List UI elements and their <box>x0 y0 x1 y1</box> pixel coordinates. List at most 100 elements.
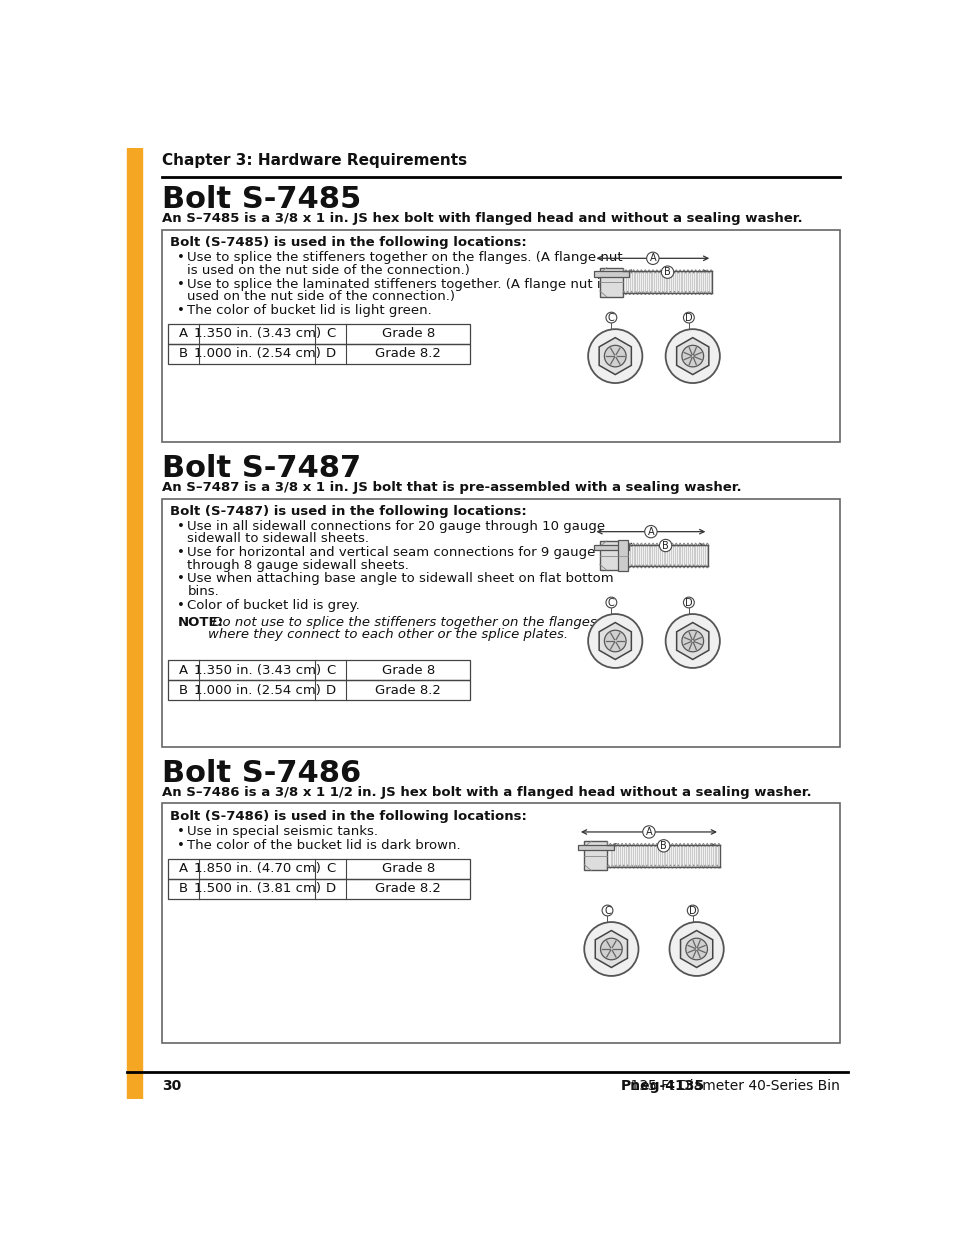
Text: A: A <box>179 663 188 677</box>
Text: •: • <box>177 546 185 559</box>
Text: Bolt (S-7486) is used in the following locations:: Bolt (S-7486) is used in the following l… <box>170 810 526 823</box>
Text: An S–7487 is a 3/8 x 1 in. JS bolt that is pre-assembled with a sealing washer.: An S–7487 is a 3/8 x 1 in. JS bolt that … <box>162 480 740 494</box>
Text: •: • <box>177 573 185 585</box>
Text: Use for horizontal and vertical seam connections for 9 gauge: Use for horizontal and vertical seam con… <box>187 546 596 559</box>
Text: Grade 8.2: Grade 8.2 <box>375 684 441 697</box>
Text: Chapter 3: Hardware Requirements: Chapter 3: Hardware Requirements <box>162 153 467 168</box>
Text: D: D <box>684 598 692 608</box>
Text: is used on the nut side of the connection.): is used on the nut side of the connectio… <box>187 264 470 277</box>
Circle shape <box>686 905 698 916</box>
Text: Grade 8.2: Grade 8.2 <box>375 347 441 361</box>
Bar <box>622 545 707 567</box>
Bar <box>168 324 470 343</box>
Text: D: D <box>325 883 335 895</box>
Bar <box>162 499 840 747</box>
Circle shape <box>604 630 625 652</box>
Text: D: D <box>325 347 335 361</box>
Text: Do not use to splice the stiffeners together on the flanges: Do not use to splice the stiffeners toge… <box>208 615 597 629</box>
Bar <box>593 272 629 277</box>
Text: A: A <box>179 327 188 341</box>
Text: C: C <box>326 663 335 677</box>
Circle shape <box>660 266 673 278</box>
Circle shape <box>665 614 720 668</box>
Circle shape <box>604 346 625 367</box>
Text: B: B <box>179 684 188 697</box>
Circle shape <box>646 252 659 264</box>
Text: C: C <box>607 598 614 608</box>
Circle shape <box>644 526 657 537</box>
Circle shape <box>681 630 703 652</box>
Polygon shape <box>598 622 631 659</box>
Bar <box>593 545 629 550</box>
Bar <box>168 661 470 680</box>
Text: B: B <box>663 267 670 277</box>
Bar <box>583 841 607 871</box>
Text: 135 Ft Diameter 40-Series Bin: 135 Ft Diameter 40-Series Bin <box>625 1079 840 1093</box>
Text: Grade 8: Grade 8 <box>381 862 435 876</box>
Text: B: B <box>661 541 668 551</box>
Polygon shape <box>598 337 631 374</box>
Text: Use to splice the laminated stiffeners together. (A flange nut is: Use to splice the laminated stiffeners t… <box>187 278 607 290</box>
Text: An S–7486 is a 3/8 x 1 1/2 in. JS hex bolt with a flanged head without a sealing: An S–7486 is a 3/8 x 1 1/2 in. JS hex bo… <box>162 785 811 799</box>
Text: 1.000 in. (2.54 cm): 1.000 in. (2.54 cm) <box>193 684 320 697</box>
Polygon shape <box>595 930 627 967</box>
Circle shape <box>642 826 655 839</box>
Bar <box>578 845 613 851</box>
Text: used on the nut side of the connection.): used on the nut side of the connection.) <box>187 290 455 303</box>
Circle shape <box>665 330 720 383</box>
Bar <box>599 268 622 296</box>
Text: A: A <box>645 827 652 837</box>
Circle shape <box>599 939 621 960</box>
Bar <box>162 230 840 442</box>
Text: •: • <box>177 252 185 264</box>
Text: sidewall to sidewall sheets.: sidewall to sidewall sheets. <box>187 532 369 546</box>
Text: The color of the bucket lid is dark brown.: The color of the bucket lid is dark brow… <box>187 839 460 852</box>
Text: Use in special seismic tanks.: Use in special seismic tanks. <box>187 825 378 839</box>
Bar <box>162 804 840 1042</box>
Circle shape <box>681 346 703 367</box>
Text: A: A <box>649 253 656 263</box>
Circle shape <box>605 312 617 324</box>
Text: •: • <box>177 825 185 839</box>
Text: bins.: bins. <box>187 585 219 598</box>
Text: An S–7485 is a 3/8 x 1 in. JS hex bolt with flanged head and without a sealing w: An S–7485 is a 3/8 x 1 in. JS hex bolt w… <box>162 212 801 225</box>
Bar <box>168 343 470 364</box>
Text: Grade 8.2: Grade 8.2 <box>375 883 441 895</box>
Circle shape <box>601 905 612 916</box>
Bar <box>168 879 470 899</box>
Bar <box>127 148 142 1099</box>
Text: B: B <box>659 841 666 851</box>
Text: •: • <box>177 278 185 290</box>
Polygon shape <box>676 622 708 659</box>
Circle shape <box>682 312 694 324</box>
Circle shape <box>583 923 638 976</box>
Text: •: • <box>177 599 185 611</box>
Circle shape <box>659 540 671 552</box>
Polygon shape <box>676 337 708 374</box>
Text: 1.350 in. (3.43 cm): 1.350 in. (3.43 cm) <box>193 327 320 341</box>
Bar <box>168 858 470 879</box>
Text: Bolt (S-7485) is used in the following locations:: Bolt (S-7485) is used in the following l… <box>170 236 526 249</box>
Circle shape <box>685 939 707 960</box>
Text: 1.000 in. (2.54 cm): 1.000 in. (2.54 cm) <box>193 347 320 361</box>
Text: D: D <box>325 684 335 697</box>
Text: Bolt S-7486: Bolt S-7486 <box>162 758 361 788</box>
Text: Use to splice the stiffeners together on the flanges. (A flange nut: Use to splice the stiffeners together on… <box>187 252 622 264</box>
Text: C: C <box>326 862 335 876</box>
Circle shape <box>657 840 669 852</box>
Bar <box>599 541 622 571</box>
Circle shape <box>587 614 641 668</box>
Text: C: C <box>326 327 335 341</box>
Text: 1.500 in. (3.81 cm): 1.500 in. (3.81 cm) <box>193 883 320 895</box>
Circle shape <box>605 597 617 608</box>
Circle shape <box>587 330 641 383</box>
Text: A: A <box>179 862 188 876</box>
Text: C: C <box>607 312 614 322</box>
Polygon shape <box>679 930 712 967</box>
Text: •: • <box>177 839 185 852</box>
Circle shape <box>669 923 723 976</box>
Text: 30: 30 <box>162 1079 181 1093</box>
Bar <box>617 540 628 571</box>
Text: A: A <box>647 526 654 537</box>
Text: 1.850 in. (4.70 cm): 1.850 in. (4.70 cm) <box>193 862 320 876</box>
